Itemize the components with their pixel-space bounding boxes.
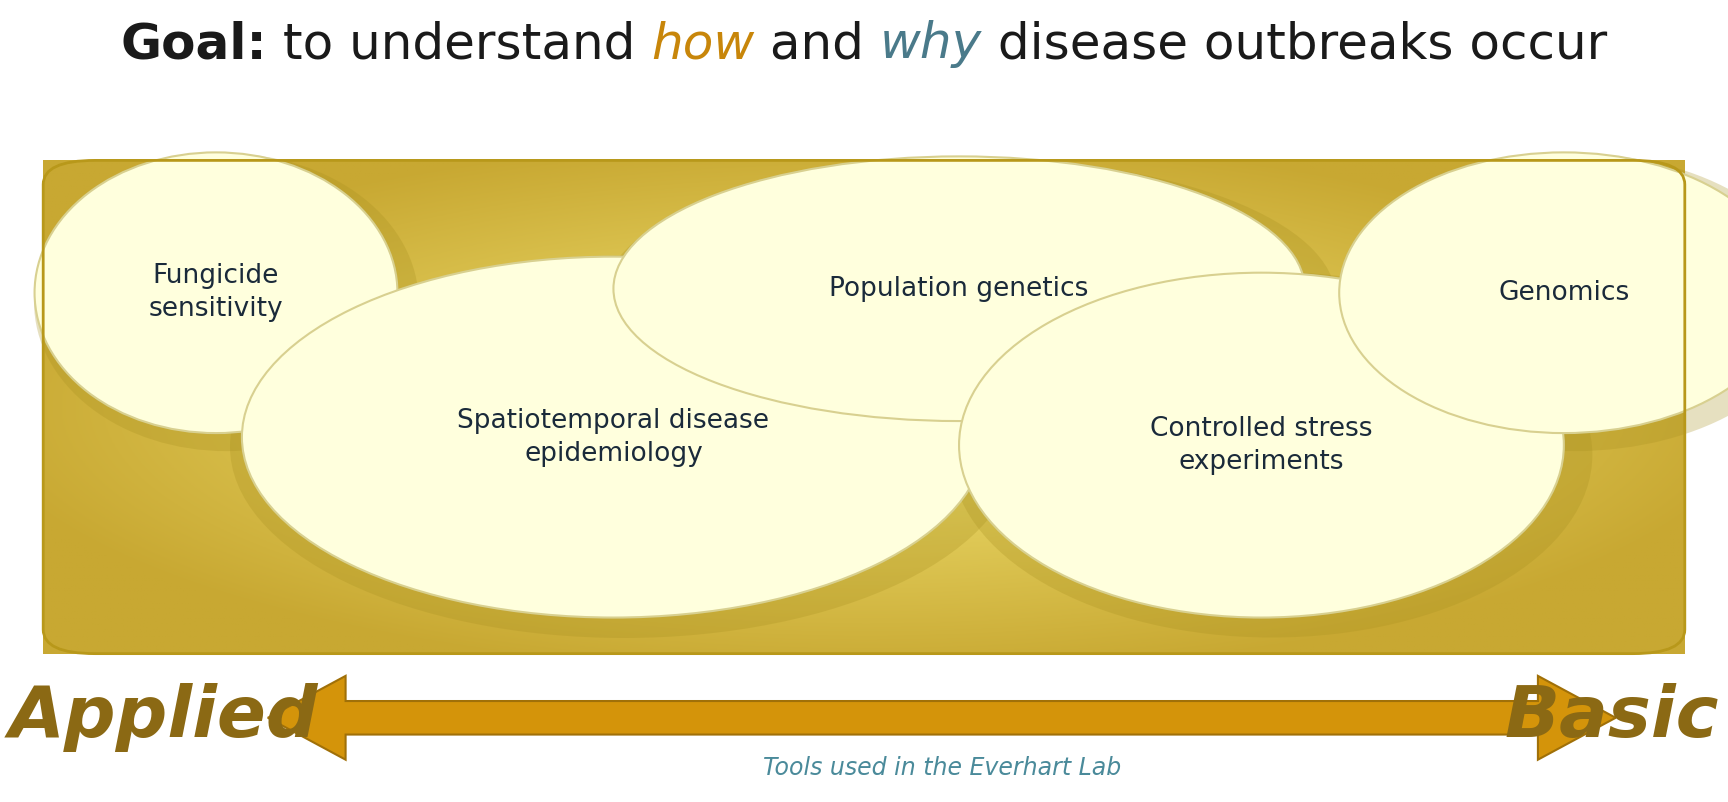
Ellipse shape	[230, 255, 1018, 638]
Text: Applied: Applied	[9, 683, 318, 752]
Ellipse shape	[603, 158, 1336, 439]
Ellipse shape	[1339, 152, 1728, 433]
Ellipse shape	[959, 273, 1564, 618]
Text: Goal:: Goal:	[121, 20, 266, 68]
Text: Genomics: Genomics	[1498, 280, 1630, 306]
Ellipse shape	[1336, 154, 1728, 451]
Ellipse shape	[613, 156, 1305, 421]
Text: Fungicide
sensitivity: Fungicide sensitivity	[149, 263, 283, 322]
Ellipse shape	[35, 152, 397, 433]
Text: and: and	[755, 20, 880, 68]
Text: how: how	[651, 20, 755, 68]
Text: Spatiotemporal disease
epidemiology: Spatiotemporal disease epidemiology	[458, 407, 769, 467]
Ellipse shape	[950, 272, 1591, 638]
Text: to understand: to understand	[266, 20, 651, 68]
Text: why: why	[880, 20, 983, 68]
Text: Population genetics: Population genetics	[829, 276, 1089, 302]
Polygon shape	[268, 676, 1616, 759]
Ellipse shape	[242, 257, 985, 618]
Text: Tools used in the Everhart Lab: Tools used in the Everhart Lab	[762, 756, 1121, 780]
Ellipse shape	[35, 154, 418, 451]
Text: disease outbreaks occur: disease outbreaks occur	[983, 20, 1607, 68]
Text: Basic: Basic	[1505, 683, 1719, 752]
Text: Controlled stress
experiments: Controlled stress experiments	[1151, 415, 1372, 475]
